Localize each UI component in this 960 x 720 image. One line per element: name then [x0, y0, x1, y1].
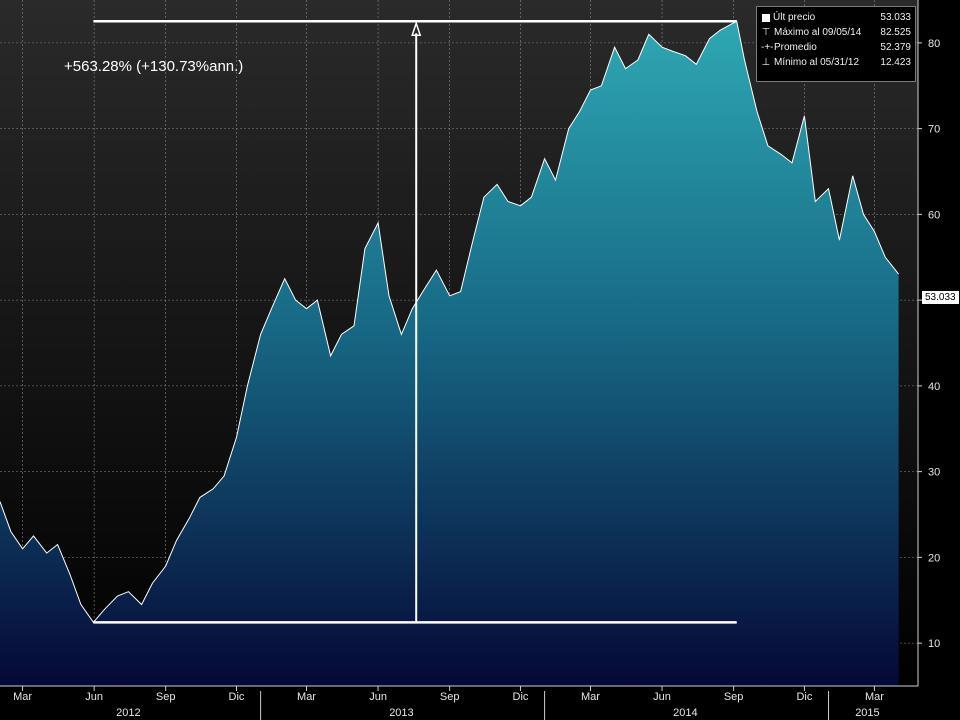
legend-row-min: ⊥ Mínimo al 05/31/12 12.423 [761, 55, 911, 70]
x-tick-label: Sep [724, 691, 744, 703]
legend-value: 82.525 [880, 27, 911, 38]
legend-label: Últ precio [773, 12, 816, 23]
x-year-label: 2013 [389, 707, 413, 719]
legend-label: Promedio [774, 42, 817, 53]
x-tick-label: Mar [13, 691, 32, 703]
x-tick-label: Mar [581, 691, 600, 703]
price-area [0, 21, 899, 686]
x-tick-label: Mar [297, 691, 316, 703]
x-tick-label: Jun [85, 691, 103, 703]
x-tick-label: Sep [440, 691, 460, 703]
legend-row-average: -+- Promedio 52.379 [761, 40, 911, 55]
range-arrow-head [411, 20, 422, 36]
legend-value: 52.379 [880, 42, 911, 53]
legend-value: 53.033 [880, 12, 911, 23]
y-tick-label: 30 [928, 467, 940, 479]
min-marker-icon: ⊥ [761, 57, 771, 68]
x-tick-label: Dic [796, 691, 812, 703]
x-tick-label: Dic [513, 691, 529, 703]
x-year-label: 2014 [673, 707, 697, 719]
average-marker-icon: -+- [761, 42, 774, 53]
y-tick-label: 60 [928, 209, 940, 221]
x-tick-label: Mar [865, 691, 884, 703]
x-year-label: 2015 [855, 707, 879, 719]
range-marks [93, 19, 737, 624]
square-icon [762, 13, 770, 22]
y-tick-label: 40 [928, 381, 940, 393]
y-tick-label: 20 [928, 552, 940, 564]
legend-label: Mínimo al 05/31/12 [774, 57, 860, 68]
legend-row-max: ⊤ Máximo al 09/05/14 82.525 [761, 25, 911, 40]
max-marker-icon: ⊤ [761, 27, 771, 38]
y-tick-label: 70 [928, 124, 940, 136]
x-year-label: 2012 [116, 707, 140, 719]
y-tick-label: 80 [928, 38, 940, 50]
x-tick-label: Dic [229, 691, 245, 703]
x-tick-label: Jun [653, 691, 671, 703]
x-tick-label: Jun [369, 691, 387, 703]
price-line [0, 20, 899, 624]
y-tick-label: 10 [928, 638, 940, 650]
legend-row-last: Últ precio 53.033 [761, 10, 911, 25]
last-price-badge: 53.033 [922, 291, 959, 304]
x-axis: Mar Jun Sep Dic Mar Jun Sep Dic Mar Jun Sep Dic Mar 2… [0, 685, 918, 720]
legend: Últ precio 53.033 ⊤ Máximo al 09/05/14 82… [756, 6, 916, 82]
change-annotation: +563.28% (+130.73%ann.) [64, 58, 244, 75]
legend-label: Máximo al 09/05/14 [774, 27, 862, 38]
y-axis: 1020304050607080 [917, 0, 940, 686]
legend-value: 12.423 [880, 57, 911, 68]
x-tick-label: Sep [156, 691, 176, 703]
